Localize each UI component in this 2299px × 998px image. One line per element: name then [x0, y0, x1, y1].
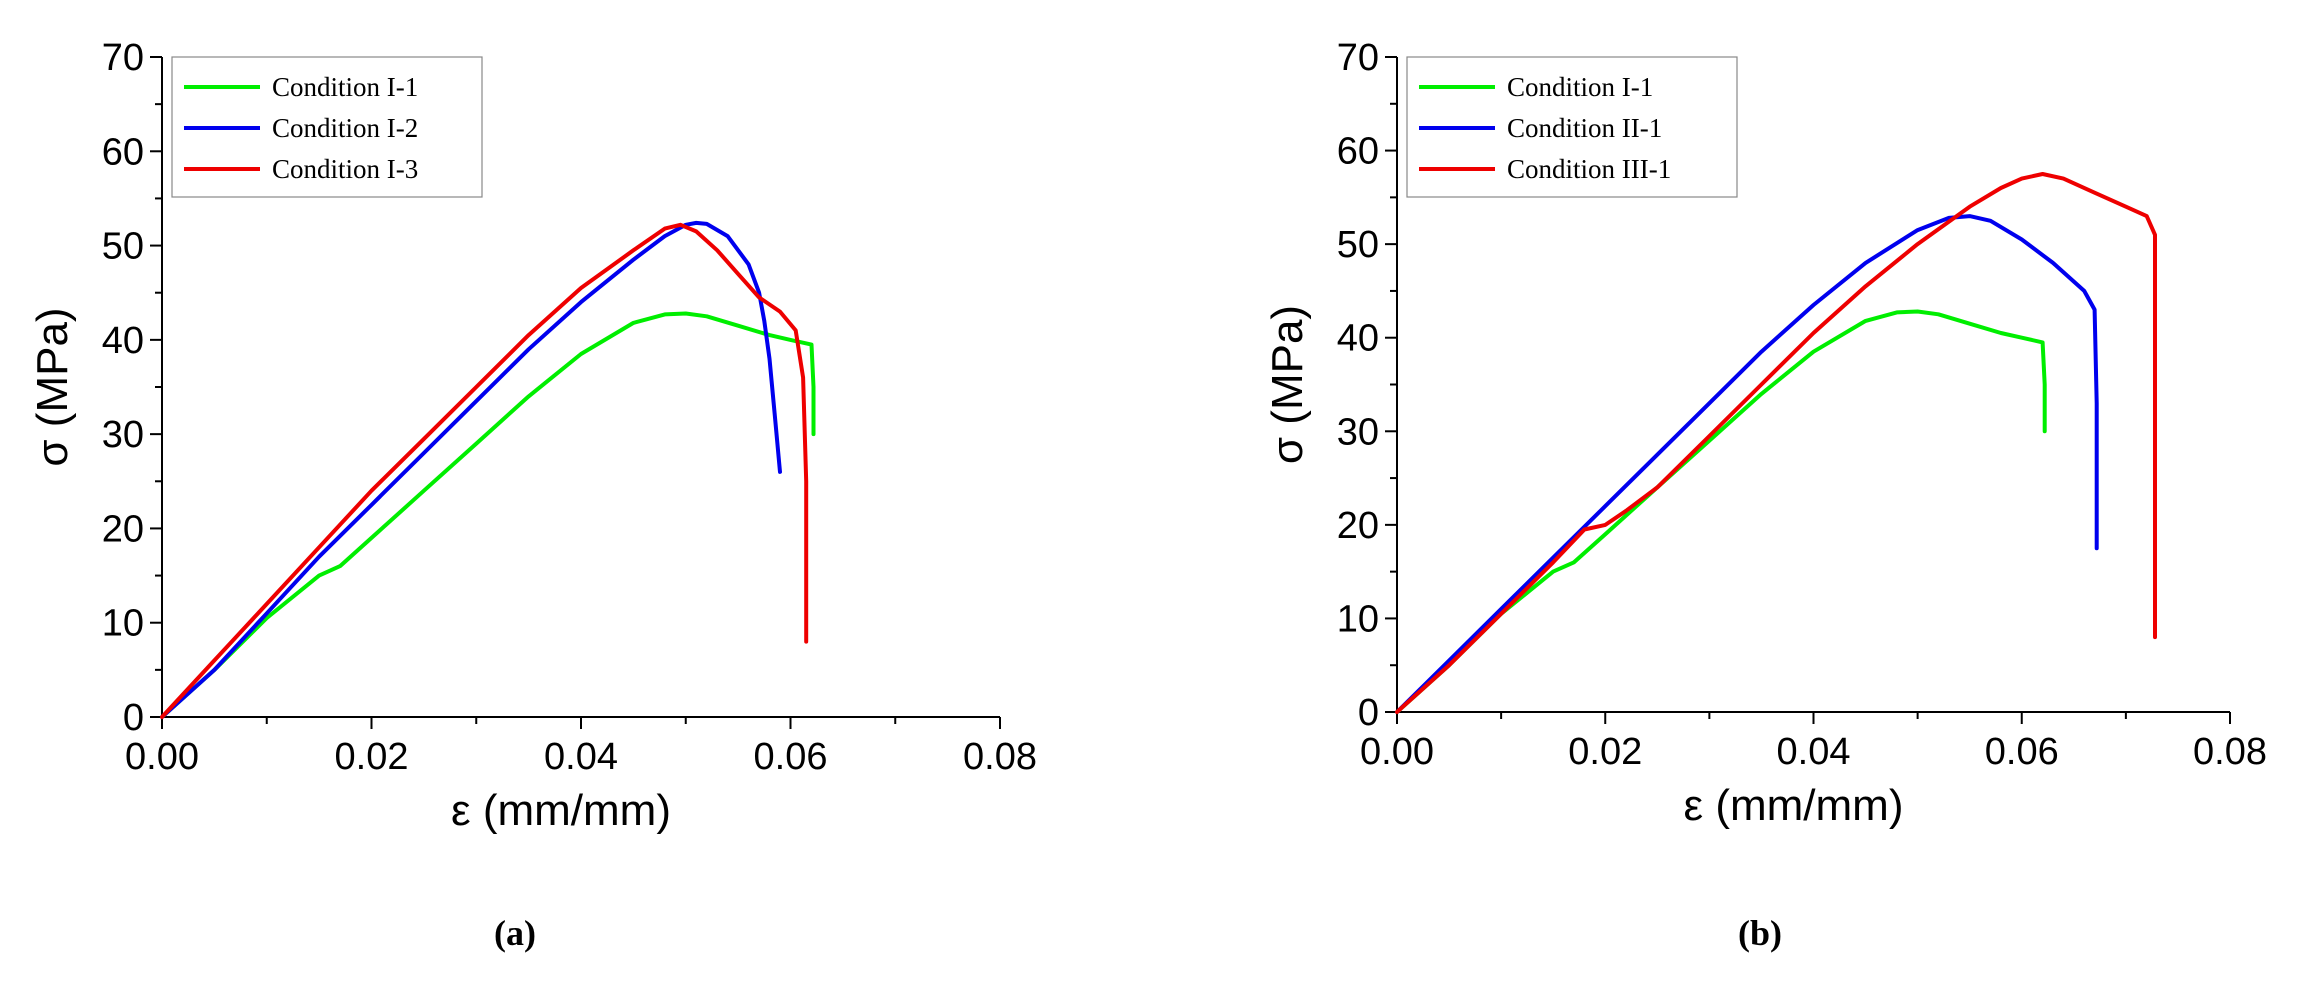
series-line — [160, 220, 782, 719]
y-tick-label: 10 — [102, 603, 144, 645]
series-line — [1395, 214, 2099, 714]
x-tick-label: 0.02 — [335, 736, 409, 778]
x-tick-label: 0.06 — [754, 736, 828, 778]
x-axis-title: ε (mm/mm) — [1684, 781, 1904, 830]
caption-b: (b) — [1738, 913, 1782, 953]
x-tick-label: 0.04 — [1777, 731, 1851, 773]
series-line — [160, 222, 809, 719]
y-tick-label: 60 — [102, 131, 144, 173]
x-tick-label: 0.00 — [125, 736, 199, 778]
chart-b: 0.00 0.02 0.04 0.06 0.08 0 10 20 30 40 50 60 70 ε (mm… — [1263, 37, 2267, 830]
x-tick-label: 0.04 — [544, 736, 618, 778]
y-tick-label: 40 — [1337, 318, 1379, 360]
caption-a: (a) — [494, 913, 536, 953]
series-line — [1395, 172, 2157, 714]
y-axis-title: σ (MPa) — [28, 307, 77, 466]
y-tick-label: 0 — [1358, 692, 1379, 734]
x-tick-label: 0.00 — [1360, 731, 1434, 773]
y-tick-label: 30 — [102, 414, 144, 456]
y-tick-label: 20 — [102, 508, 144, 550]
y-tick-label: 50 — [1337, 224, 1379, 266]
y-tick-label: 40 — [102, 320, 144, 362]
x-tick-label: 0.08 — [963, 736, 1037, 778]
x-tick-label: 0.02 — [1568, 731, 1642, 773]
y-tick-label: 60 — [1337, 131, 1379, 173]
series-line — [1395, 309, 2047, 714]
y-tick-label: 10 — [1337, 598, 1379, 640]
legend-label: Condition I-1 — [1507, 72, 1653, 102]
legend-label: Condition I-1 — [272, 72, 418, 102]
y-tick-label: 0 — [123, 697, 144, 739]
y-tick-label: 70 — [102, 37, 144, 79]
y-tick-label: 70 — [1337, 37, 1379, 79]
legend-label: Condition III-1 — [1507, 154, 1671, 184]
legend-label: Condition I-2 — [272, 113, 418, 143]
y-axis-title: σ (MPa) — [1263, 305, 1312, 464]
y-tick-label: 30 — [1337, 411, 1379, 453]
series-line — [160, 311, 816, 719]
y-tick-label: 20 — [1337, 505, 1379, 547]
x-axis-title: ε (mm/mm) — [451, 786, 671, 835]
x-tick-label: 0.06 — [1985, 731, 2059, 773]
legend-label: Condition I-3 — [272, 154, 418, 184]
y-tick-label: 50 — [102, 226, 144, 268]
chart-a: 0.00 0.02 0.04 0.06 0.08 0 10 20 30 40 50 60 70 ε (mm… — [28, 37, 1037, 835]
x-tick-label: 0.08 — [2193, 731, 2267, 773]
legend-label: Condition II-1 — [1507, 113, 1662, 143]
